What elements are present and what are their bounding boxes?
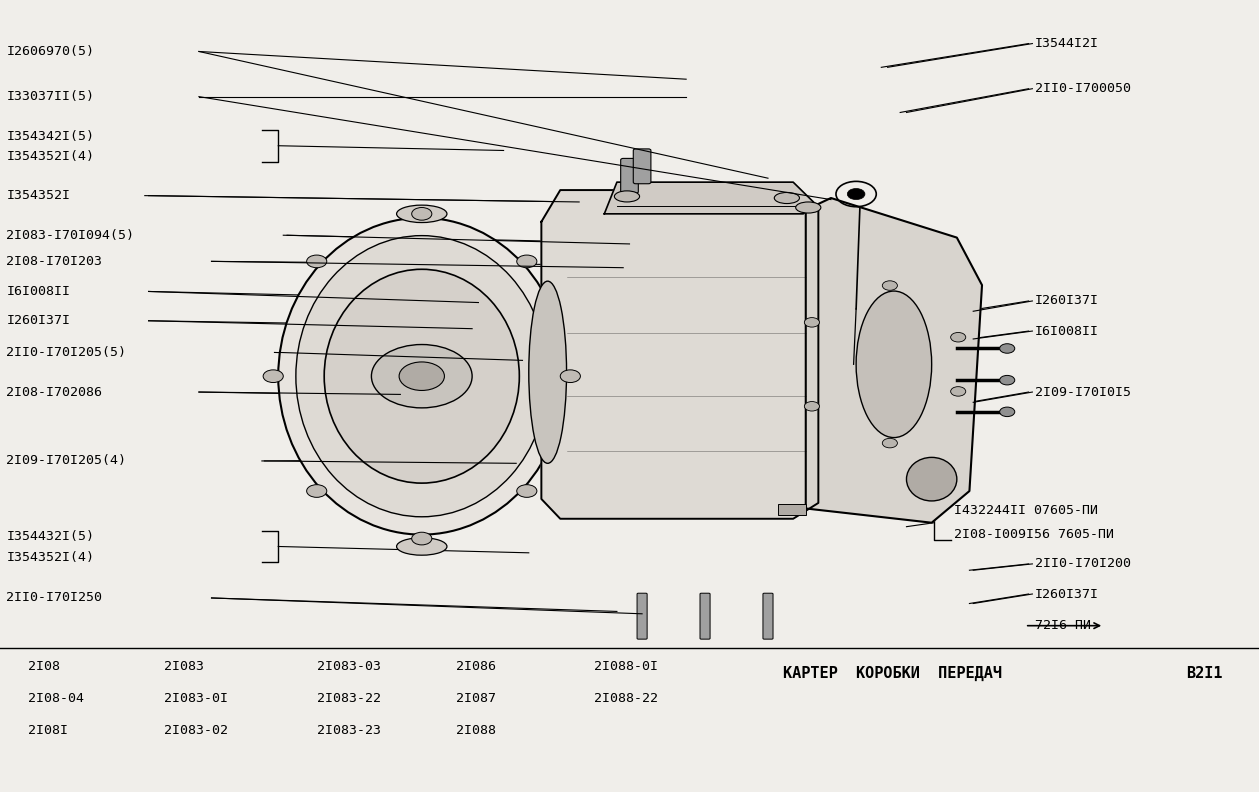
Text: 2II0-I70I250: 2II0-I70I250 [6, 592, 102, 604]
Circle shape [883, 281, 898, 291]
Text: I354352I: I354352I [6, 189, 71, 202]
Circle shape [805, 318, 820, 327]
Circle shape [560, 370, 580, 383]
Text: 2I08-I009I56 7605-ПИ: 2I08-I009I56 7605-ПИ [954, 528, 1114, 541]
Text: 2I08-04: 2I08-04 [28, 692, 83, 705]
Text: 2I083-23: 2I083-23 [317, 724, 381, 737]
Circle shape [371, 345, 472, 408]
Circle shape [805, 402, 820, 411]
Circle shape [516, 485, 536, 497]
Ellipse shape [856, 291, 932, 437]
Text: 2I09-I70I205(4): 2I09-I70I205(4) [6, 455, 126, 467]
Circle shape [1000, 344, 1015, 353]
Ellipse shape [774, 192, 799, 204]
Text: I354432I(5): I354432I(5) [6, 531, 94, 543]
Ellipse shape [397, 538, 447, 555]
Circle shape [847, 188, 865, 200]
Text: 2I09-I70I0I5: 2I09-I70I0I5 [1035, 386, 1131, 398]
Text: 2II0-I700050: 2II0-I700050 [1035, 82, 1131, 95]
FancyBboxPatch shape [621, 158, 638, 193]
Circle shape [412, 532, 432, 545]
Polygon shape [541, 190, 818, 519]
Text: I6I008II: I6I008II [6, 285, 71, 298]
Ellipse shape [906, 458, 957, 501]
Text: I260I37I: I260I37I [6, 314, 71, 327]
Text: 2I083-0I: 2I083-0I [164, 692, 228, 705]
FancyBboxPatch shape [637, 593, 647, 639]
Text: 2I086: 2I086 [456, 661, 496, 673]
Text: 72I6-ПИ: 72I6-ПИ [1035, 619, 1099, 632]
Circle shape [883, 438, 898, 447]
Circle shape [307, 485, 327, 497]
Text: 2I08: 2I08 [28, 661, 59, 673]
Text: 2II0-I70I205(5): 2II0-I70I205(5) [6, 346, 126, 359]
Ellipse shape [614, 191, 640, 202]
Circle shape [951, 386, 966, 396]
Text: 2I083-03: 2I083-03 [317, 661, 381, 673]
Circle shape [1000, 375, 1015, 385]
Bar [277, 87, 982, 642]
Text: 2I087: 2I087 [456, 692, 496, 705]
Text: I260I37I: I260I37I [1035, 588, 1099, 600]
Circle shape [412, 208, 432, 220]
Text: 2I088-22: 2I088-22 [594, 692, 658, 705]
Text: I33037II(5): I33037II(5) [6, 90, 94, 103]
Ellipse shape [397, 205, 447, 223]
Text: I354342I(5): I354342I(5) [6, 130, 94, 143]
Text: 2I088: 2I088 [456, 724, 496, 737]
Circle shape [263, 370, 283, 383]
Text: I3544I2I: I3544I2I [1035, 37, 1099, 50]
Circle shape [951, 333, 966, 342]
Ellipse shape [278, 218, 565, 535]
Text: I260I37I: I260I37I [1035, 295, 1099, 307]
Circle shape [307, 255, 327, 268]
Text: 2I088-0I: 2I088-0I [594, 661, 658, 673]
Circle shape [516, 255, 536, 268]
FancyBboxPatch shape [763, 593, 773, 639]
Text: 2I083-02: 2I083-02 [164, 724, 228, 737]
Text: КАРТЕР  КОРОБКИ  ПЕРЕДАЧ: КАРТЕР КОРОБКИ ПЕРЕДАЧ [783, 665, 1002, 681]
FancyBboxPatch shape [700, 593, 710, 639]
Text: 2I08-I70I203: 2I08-I70I203 [6, 255, 102, 268]
Circle shape [1000, 407, 1015, 417]
Text: B2I1: B2I1 [1186, 666, 1222, 680]
Ellipse shape [325, 269, 520, 483]
Text: 2I08I: 2I08I [28, 724, 68, 737]
Text: I354352I(4): I354352I(4) [6, 150, 94, 162]
Text: 2I083: 2I083 [164, 661, 204, 673]
Text: I6I008II: I6I008II [1035, 325, 1099, 337]
Polygon shape [604, 182, 816, 214]
Bar [778, 504, 806, 515]
Text: I2606970(5): I2606970(5) [6, 45, 94, 58]
Polygon shape [806, 198, 982, 523]
Ellipse shape [529, 281, 567, 463]
Text: 2I08-I702086: 2I08-I702086 [6, 386, 102, 398]
Ellipse shape [796, 202, 821, 213]
Text: 2I083-22: 2I083-22 [317, 692, 381, 705]
FancyBboxPatch shape [633, 149, 651, 184]
Ellipse shape [296, 236, 548, 517]
Circle shape [399, 362, 444, 390]
Text: I432244II 07605-ПИ: I432244II 07605-ПИ [954, 505, 1098, 517]
Text: I354352I(4): I354352I(4) [6, 551, 94, 564]
Text: 2I083-I70I094(5): 2I083-I70I094(5) [6, 229, 135, 242]
Text: 2II0-I70I200: 2II0-I70I200 [1035, 558, 1131, 570]
